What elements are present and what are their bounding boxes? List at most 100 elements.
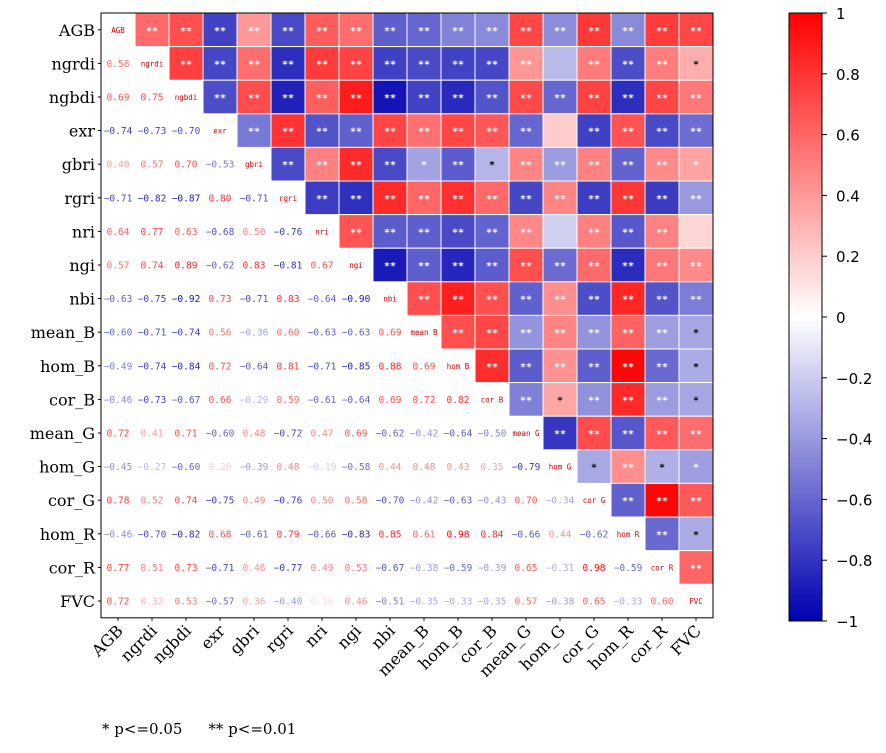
sig-mark-ngi-hom_G: ** bbox=[554, 261, 566, 272]
value-nbi-ngi: −0.90 bbox=[342, 294, 371, 305]
value-ngrdi-AGB: 0.58 bbox=[107, 59, 130, 70]
value-FVC-nbi: −0.51 bbox=[376, 597, 405, 608]
value-cell-nbi-AGB bbox=[101, 281, 135, 316]
value-cor_G-ngi: 0.58 bbox=[345, 496, 368, 507]
value-hom_R-mean_G: −0.66 bbox=[512, 529, 541, 540]
value-cell-hom_B-ngbdi bbox=[169, 349, 203, 383]
value-cor_R-rgri: −0.77 bbox=[274, 563, 303, 574]
value-nbi-ngrdi: −0.75 bbox=[138, 294, 167, 305]
cell-exr-cor_R bbox=[644, 113, 680, 148]
cell-gbri-cor_G bbox=[576, 146, 612, 182]
value-mean_B-ngrdi: −0.71 bbox=[138, 328, 167, 339]
value-hom_B-gbri: −0.64 bbox=[240, 361, 269, 372]
value-ngi-rgri: −0.81 bbox=[274, 261, 303, 272]
diag-label-FVC: FVC bbox=[689, 597, 703, 606]
cell-rgri-ngi bbox=[338, 180, 374, 216]
sig-mark-ngbdi-ngi: ** bbox=[350, 93, 362, 104]
cell-exr-hom_G bbox=[542, 113, 578, 148]
value-cell-ngbdi-ngrdi bbox=[135, 80, 169, 114]
sig-mark-hom_G-cor_R: * bbox=[659, 463, 665, 474]
colorbar-label-2: 0.6 bbox=[836, 127, 860, 145]
value-mean_G-cor_B: −0.50 bbox=[478, 429, 507, 440]
value-cell-mean_B-ngrdi bbox=[135, 315, 169, 349]
sig-mark-mean_B-hom_R: ** bbox=[622, 328, 634, 339]
sig-mark-exr-hom_B: ** bbox=[452, 127, 464, 138]
value-mean_G-nri: 0.47 bbox=[311, 429, 334, 440]
value-FVC-mean_B: −0.35 bbox=[410, 597, 439, 608]
value-cell-mean_G-AGB bbox=[101, 416, 135, 450]
sig-mark-gbri-mean_B: * bbox=[421, 160, 427, 171]
value-cell-cor_B-nbi bbox=[373, 382, 407, 417]
value-cell-FVC-cor_G bbox=[577, 584, 611, 618]
sig-mark-mean_G-FVC: ** bbox=[690, 429, 702, 440]
sig-mark-ngrdi-cor_B: ** bbox=[486, 59, 498, 70]
sig-mark-mean_B-cor_B: ** bbox=[486, 328, 498, 339]
sig-mark-cor_G-FVC: ** bbox=[690, 496, 702, 507]
value-cell-gbri-AGB bbox=[101, 147, 135, 181]
cell-ngi-cor_G bbox=[576, 247, 612, 283]
value-cell-mean_B-gbri bbox=[237, 315, 271, 349]
sig-mark-gbri-FVC: * bbox=[693, 160, 699, 171]
value-hom_G-AGB: −0.45 bbox=[104, 462, 133, 473]
value-cell-cor_G-gbri bbox=[237, 483, 271, 517]
value-mean_B-nri: −0.63 bbox=[308, 328, 337, 339]
x-label-nri: nri bbox=[301, 621, 331, 651]
value-cor_B-ngbdi: −0.67 bbox=[172, 395, 201, 406]
cell-nbi-mean_B bbox=[406, 281, 442, 316]
value-cell-FVC-ngi bbox=[339, 584, 373, 618]
value-cell-cor_R-rgri bbox=[271, 550, 305, 585]
diag-label-cor_R: cor R bbox=[651, 563, 674, 572]
sig-mark-gbri-cor_R: ** bbox=[656, 160, 668, 171]
value-hom_G-hom_B: 0.43 bbox=[447, 462, 470, 473]
sig-mark-rgri-mean_B: ** bbox=[418, 194, 430, 205]
cell-nbi-FVC bbox=[678, 281, 714, 316]
cell-ngrdi-cor_B bbox=[474, 46, 510, 81]
value-FVC-ngi: 0.46 bbox=[345, 597, 368, 608]
value-cell-mean_G-nbi bbox=[373, 416, 407, 450]
value-cell-hom_B-exr bbox=[203, 349, 237, 383]
value-cell-cor_B-gbri bbox=[237, 382, 271, 417]
sig-mark-exr-cor_B: ** bbox=[486, 127, 498, 138]
value-cell-nbi-exr bbox=[203, 281, 237, 316]
cell-ngrdi-nri bbox=[304, 46, 340, 81]
sig-mark-AGB-hom_B: ** bbox=[452, 26, 464, 37]
cell-hom_G-cor_G bbox=[576, 449, 612, 484]
value-mean_B-ngbdi: −0.74 bbox=[172, 328, 201, 339]
value-cell-cor_G-hom_G bbox=[543, 483, 577, 517]
value-cell-mean_B-nri bbox=[305, 315, 339, 349]
cell-ngbdi-cor_G bbox=[576, 79, 612, 115]
cell-AGB-FVC bbox=[678, 12, 714, 48]
cell-exr-cor_B bbox=[474, 113, 510, 148]
sig-mark-rgri-cor_G: ** bbox=[588, 194, 600, 205]
value-cell-gbri-ngbdi bbox=[169, 147, 203, 181]
value-cor_R-gbri: 0.46 bbox=[243, 563, 266, 574]
y-label-cor_G: cor_G bbox=[48, 491, 95, 510]
value-hom_G-mean_G: −0.79 bbox=[512, 462, 541, 473]
value-cell-cor_G-nbi bbox=[373, 483, 407, 517]
diag-cell-rgri bbox=[271, 181, 305, 215]
sig-mark-gbri-hom_B: ** bbox=[452, 160, 464, 171]
value-cell-nri-rgri bbox=[271, 214, 305, 249]
value-cell-ngi-gbri bbox=[237, 248, 271, 282]
heatmap-frame bbox=[100, 12, 714, 619]
value-cell-hom_G-ngi bbox=[339, 449, 373, 484]
sig-mark-gbri-nri: ** bbox=[316, 160, 328, 171]
value-cor_G-cor_B: −0.43 bbox=[478, 496, 507, 507]
value-cell-mean_G-ngi bbox=[339, 416, 373, 450]
value-cell-rgri-exr bbox=[203, 181, 237, 215]
sig-mark-hom_B-mean_G: ** bbox=[520, 362, 532, 373]
cell-hom_R-cor_R bbox=[644, 516, 680, 552]
sig-mark-gbri-cor_G: ** bbox=[588, 160, 600, 171]
value-cell-ngi-nri bbox=[305, 248, 339, 282]
value-hom_R-cor_B: 0.84 bbox=[481, 529, 504, 540]
value-cell-mean_G-nri bbox=[305, 416, 339, 450]
value-ngi-exr: −0.62 bbox=[206, 261, 235, 272]
sig-mark-ngrdi-rgri: ** bbox=[282, 59, 294, 70]
cell-ngi-mean_G bbox=[508, 247, 544, 283]
value-cell-cor_B-mean_B bbox=[407, 382, 441, 417]
value-gbri-ngbdi: 0.70 bbox=[175, 160, 198, 171]
sig-mark-ngrdi-cor_R: ** bbox=[656, 59, 668, 70]
value-cell-hom_G-cor_B bbox=[475, 449, 509, 484]
value-cor_G-ngbdi: 0.74 bbox=[175, 496, 198, 507]
value-cell-hom_R-cor_B bbox=[475, 517, 509, 551]
